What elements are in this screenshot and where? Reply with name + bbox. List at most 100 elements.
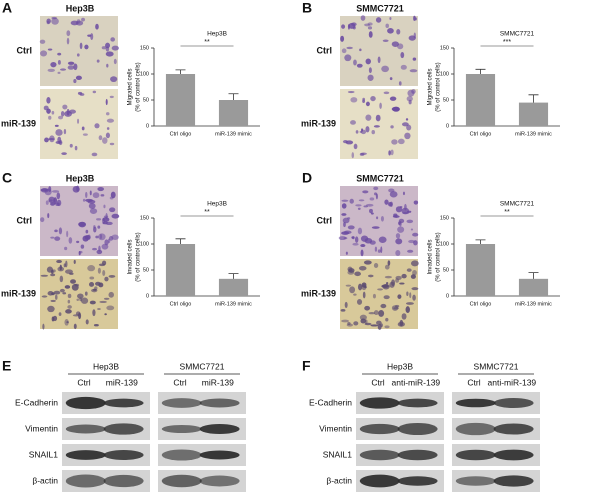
- band: [397, 476, 438, 486]
- cell: [98, 245, 101, 252]
- cell: [106, 63, 109, 68]
- cell: [353, 321, 359, 326]
- cell: [384, 199, 389, 205]
- cell: [348, 22, 356, 29]
- cell: [359, 130, 363, 133]
- cell: [100, 194, 105, 197]
- y-axis-label: (% of control cells): [436, 232, 442, 281]
- cell: [99, 300, 107, 304]
- band: [161, 449, 202, 461]
- cell: [94, 286, 98, 290]
- cell: [53, 290, 61, 295]
- panel-title: Hep3B: [66, 3, 95, 13]
- cell: [342, 140, 348, 144]
- cell: [108, 275, 116, 278]
- error-bar: [228, 93, 239, 100]
- row-label: miR-139: [301, 288, 336, 298]
- cell: [382, 39, 389, 43]
- chart-title: SMMC7721: [500, 201, 535, 208]
- cell: [409, 292, 412, 299]
- y-tick-label: 150: [140, 45, 149, 51]
- bar: [518, 102, 549, 126]
- cell: [69, 109, 76, 114]
- cell: [55, 140, 62, 144]
- cell: [359, 48, 362, 52]
- cell: [76, 53, 80, 57]
- cell: [383, 91, 390, 95]
- cell: [362, 99, 366, 104]
- cell: [55, 202, 60, 206]
- lane-label: anti-miR-139: [488, 377, 537, 387]
- cell: [397, 138, 405, 145]
- cell: [56, 192, 61, 200]
- row-label: Ctrl: [17, 45, 33, 55]
- cell: [413, 32, 416, 39]
- cell: [354, 236, 359, 243]
- cell: [352, 242, 359, 246]
- cell: [341, 199, 349, 202]
- cell: [364, 23, 371, 27]
- cell: [60, 68, 67, 71]
- cell: [65, 309, 72, 314]
- y-tick-label: 0: [446, 123, 449, 129]
- band: [199, 475, 240, 487]
- cell: [373, 310, 379, 316]
- cell: [371, 226, 380, 229]
- cell: [385, 23, 389, 29]
- cell: [412, 269, 417, 276]
- cell: [97, 267, 101, 274]
- cell: [373, 186, 379, 191]
- cell: [62, 292, 67, 295]
- cell: [372, 293, 376, 299]
- significance: ***: [503, 39, 511, 46]
- cell: [51, 110, 55, 115]
- bar: [465, 74, 496, 126]
- band: [103, 450, 144, 460]
- cell: [76, 240, 80, 244]
- y-axis-label: Migrated cells: [128, 68, 134, 105]
- cell: [370, 95, 376, 102]
- cell: [55, 294, 58, 300]
- cell: [410, 260, 419, 267]
- cell: [48, 115, 52, 120]
- cell: [365, 101, 370, 107]
- cell: [347, 225, 355, 230]
- significance: **: [204, 39, 210, 46]
- band: [65, 474, 106, 488]
- cell: [368, 312, 376, 315]
- group-label: SMMC7721: [474, 361, 519, 371]
- cell: [53, 197, 58, 204]
- band: [397, 422, 438, 436]
- cell: [106, 305, 115, 311]
- micrograph: [340, 186, 418, 256]
- cell: [103, 215, 109, 218]
- cell: [411, 89, 416, 94]
- row-label: miR-139: [301, 118, 336, 128]
- cell: [73, 63, 78, 71]
- band: [199, 424, 240, 434]
- x-tick-label: Ctrl oligo: [170, 131, 192, 137]
- cell: [361, 282, 367, 288]
- lane-label: anti-miR-139: [392, 377, 441, 387]
- cell: [87, 34, 92, 37]
- cell: [369, 197, 375, 201]
- cell: [66, 230, 69, 238]
- cell: [58, 312, 62, 317]
- cell: [353, 143, 358, 150]
- cell: [92, 309, 96, 317]
- cell: [398, 221, 401, 225]
- cell: [341, 213, 347, 216]
- cell: [101, 243, 109, 250]
- x-tick-label: Ctrl oligo: [470, 301, 492, 307]
- cell: [370, 212, 374, 215]
- cell: [75, 75, 82, 80]
- panel-title: Hep3B: [66, 173, 95, 183]
- cell: [102, 260, 107, 266]
- cell: [341, 203, 347, 209]
- cell: [360, 15, 366, 21]
- cell: [358, 265, 367, 271]
- cell: [80, 297, 89, 304]
- cell: [393, 213, 398, 217]
- cell: [44, 137, 49, 143]
- cell: [401, 122, 409, 127]
